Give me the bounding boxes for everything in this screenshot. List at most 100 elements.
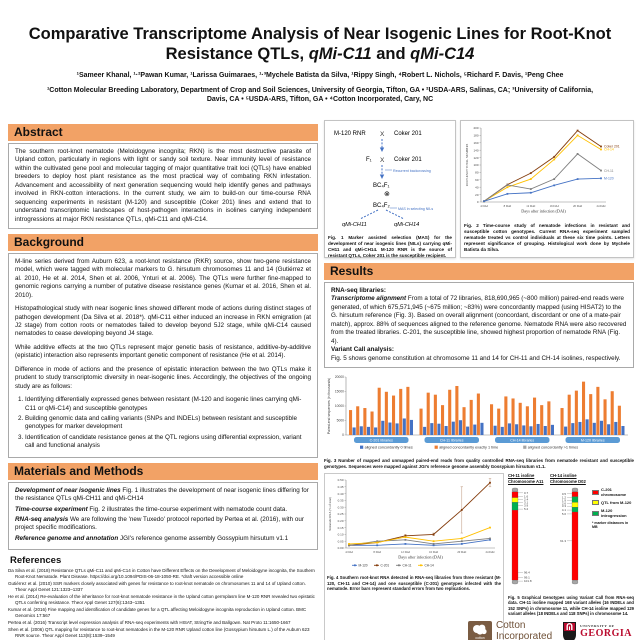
title-and: and — [371, 45, 411, 64]
method-line: Reference genome and annotation JGI's re… — [15, 534, 289, 542]
uga-arch-icon — [563, 621, 577, 640]
svg-text:80: 80 — [475, 171, 479, 175]
svg-text:0.7: 0.7 — [524, 491, 529, 495]
svg-text:0.35: 0.35 — [338, 499, 344, 503]
svg-text:100: 100 — [473, 163, 478, 167]
fig5-legend-item: M-120 introgression — [592, 508, 634, 518]
uga-word-1: UNIVERSITY OF — [580, 624, 615, 629]
svg-text:3.3: 3.3 — [562, 504, 567, 508]
cotton-word-1: Cotton — [496, 620, 526, 632]
svg-text:5.2: 5.2 — [524, 507, 529, 511]
references-list: Da Silva et al. (2018) Resistance QTLs q… — [8, 568, 318, 640]
svg-text:5000: 5000 — [337, 419, 345, 423]
figure-row-bottom: 0.00 0.05 0.10 0.15 0.20 0.25 0.30 0.35 0.40 0.45… — [324, 473, 634, 640]
results-text: RNA-seq libraries: Transcriptome alignmen… — [324, 282, 634, 368]
cotton-mark-text: cotton — [475, 636, 484, 640]
svg-text:CH-14: CH-14 — [425, 564, 434, 568]
svg-text:120: 120 — [473, 156, 478, 160]
fig2-caption: Fig. 2 Time-course study of nematode inf… — [464, 223, 630, 252]
fig1-note-backcrossing: Recurrent backcrossing — [393, 169, 431, 173]
results-line: Transcriptome alignment From a total of … — [331, 295, 627, 345]
left-column: Abstract The southern root-knot nematode… — [8, 124, 318, 640]
affiliations-line: ¹Cotton Molecular Breeding Laboratory, D… — [46, 86, 594, 104]
title-qtl-2: qMi-C14 — [410, 45, 475, 64]
cotton-incorporated-wordmark: Cotton Incorporated — [496, 621, 552, 640]
svg-text:20000: 20000 — [335, 375, 344, 379]
svg-text:M-120 libraries: M-120 libraries — [581, 438, 605, 442]
svg-text:1.6: 1.6 — [524, 495, 529, 499]
background-heading: Background — [8, 233, 318, 251]
svg-text:180: 180 — [473, 134, 478, 138]
svg-text:0.5: 0.5 — [562, 492, 567, 496]
svg-text:5.0: 5.0 — [562, 512, 567, 516]
fig5-legend: C-201 chromosome QTL from M-120 M-120 intr… — [592, 473, 634, 593]
chromosome-graphic: 0.7 1.6 2.4 3.1 3.9 5.2 96.4 99.1 101.8 — [508, 484, 548, 593]
svg-text:Paired-end sequences (in thous: Paired-end sequences (in thousands) — [327, 378, 331, 434]
svg-text:0: 0 — [342, 433, 344, 437]
svg-text:1.9: 1.9 — [562, 499, 567, 503]
background-paragraph: While additive effects at the two QTLs r… — [15, 343, 311, 360]
title-qtl-1: qMi-C11 — [308, 45, 372, 64]
chromosome-graphic: 0.5 1.2 1.9 2.6 3.3 4.1 5.0 61.3 — [550, 484, 590, 593]
svg-text:8 DAI: 8 DAI — [504, 204, 512, 208]
fig1-recurrent-parent: Coker 201 — [394, 157, 422, 163]
svg-text:0.05: 0.05 — [338, 540, 344, 544]
svg-text:CH-14 libraries: CH-14 libraries — [510, 438, 534, 442]
chromosome-header: CH-11 isoline Chromosome A11 — [508, 473, 544, 484]
reference-item: Shen et al. (2006) QTL mapping for resis… — [8, 626, 310, 638]
figure-panel-top: M-120 RNR X Coker 201 F₁ X Coker 201 Rec… — [324, 120, 634, 258]
svg-text:4 DAI: 4 DAI — [480, 204, 488, 208]
svg-text:0.00: 0.00 — [338, 546, 344, 550]
svg-text:16 DAI: 16 DAI — [550, 204, 559, 208]
chromosome-ideogram: CH-14 isoline Chromosome D02 0.5 1.2 1.9 2.6 3… — [550, 473, 590, 593]
fig1-selfing-icon: ⊗ — [384, 191, 390, 198]
reference-item: Pertea et al. (2016) Transcript level ex… — [8, 619, 291, 625]
objectives-list: Identifying differentially expressed gen… — [25, 396, 311, 451]
svg-text:0.30: 0.30 — [338, 506, 344, 510]
fig3-caption: Fig. 3 Number of mapped and unmapped pai… — [324, 457, 634, 469]
fig4-caption: Fig. 4 Southern root-knot RNA detected i… — [327, 575, 501, 592]
sponsor-logos: cotton Cotton Incorporated — [468, 621, 634, 640]
svg-text:4 DAI: 4 DAI — [345, 550, 353, 554]
fig1-nil-ch11: qMi-CH11 — [342, 222, 367, 228]
svg-text:2.6: 2.6 — [562, 501, 567, 505]
legend-swatch — [592, 500, 599, 506]
svg-text:8 DAI: 8 DAI — [373, 550, 381, 554]
method-line: Time-course experiment Fig. 2 illustrate… — [15, 505, 288, 513]
legend-label: M-120 introgression — [601, 508, 627, 519]
fig1-bc4f2: BC₄F₂ — [373, 203, 390, 209]
fig3-bar-chart: 0 5000 10000 15000 20000 C-201 libraries CH-11… — [324, 373, 634, 456]
fig5-caption: Fig. 5 Graphical Genotypes using Variant… — [508, 595, 634, 617]
svg-text:160: 160 — [473, 141, 478, 145]
legend-swatch — [592, 510, 599, 516]
fig1-crossing-diagram: M-120 RNR X Coker 201 F₁ X Coker 201 Rec… — [334, 131, 433, 228]
chromosome-header: CH-14 isoline Chromosome D02 — [550, 473, 586, 484]
background-text: M-line series derived from Auburn 623, a… — [8, 252, 318, 458]
reference-item: Da Silva et al. (2018) Resistance QTLs q… — [8, 568, 315, 580]
svg-text:aligned concordantly >1 times: aligned concordantly >1 times — [528, 445, 578, 449]
fig1-note-mas: MAS in selecting NILs — [398, 207, 433, 211]
abstract-text: The southern root-knot nematode (Meloido… — [8, 143, 318, 229]
methods-heading: Materials and Methods — [8, 462, 318, 480]
svg-text:200: 200 — [473, 126, 478, 130]
svg-text:140: 140 — [473, 148, 478, 152]
authors-line: ¹Sameer Khanal, ¹·²Pawan Kumar, ¹Larissa… — [76, 72, 564, 80]
fig1-parent-susceptible: Coker 201 — [394, 131, 422, 137]
svg-text:24 DAI: 24 DAI — [485, 550, 494, 554]
chromosome-ideogram: CH-11 isoline Chromosome A11 0.7 1.6 2.4 3.1 3… — [508, 473, 548, 593]
reference-item: Gutiérrez et al. (2010) SSR markers clos… — [8, 581, 306, 593]
university-of-georgia-logo: UNIVERSITY OF GEORGIA — [562, 621, 632, 640]
svg-text:CH-14: CH-14 — [604, 148, 614, 152]
svg-text:99.1: 99.1 — [524, 575, 530, 579]
svg-text:C-201: C-201 — [381, 564, 390, 568]
svg-text:CH-11: CH-11 — [403, 564, 412, 568]
methods-text: Development of near isogenic lines Fig. … — [8, 481, 318, 551]
background-paragraph: Difference in mode of actions and the pr… — [15, 365, 311, 390]
legend-swatch — [592, 489, 599, 495]
svg-text:Days after infection (DAI): Days after infection (DAI) — [521, 209, 566, 214]
svg-text:0.25: 0.25 — [338, 512, 344, 516]
uga-word-2: GEORGIA — [580, 628, 632, 640]
cotton-word-2: Incorporated — [496, 630, 553, 640]
figure-1: M-120 RNR X Coker 201 F₁ X Coker 201 Rec… — [324, 120, 456, 258]
abstract-heading: Abstract — [8, 124, 318, 141]
